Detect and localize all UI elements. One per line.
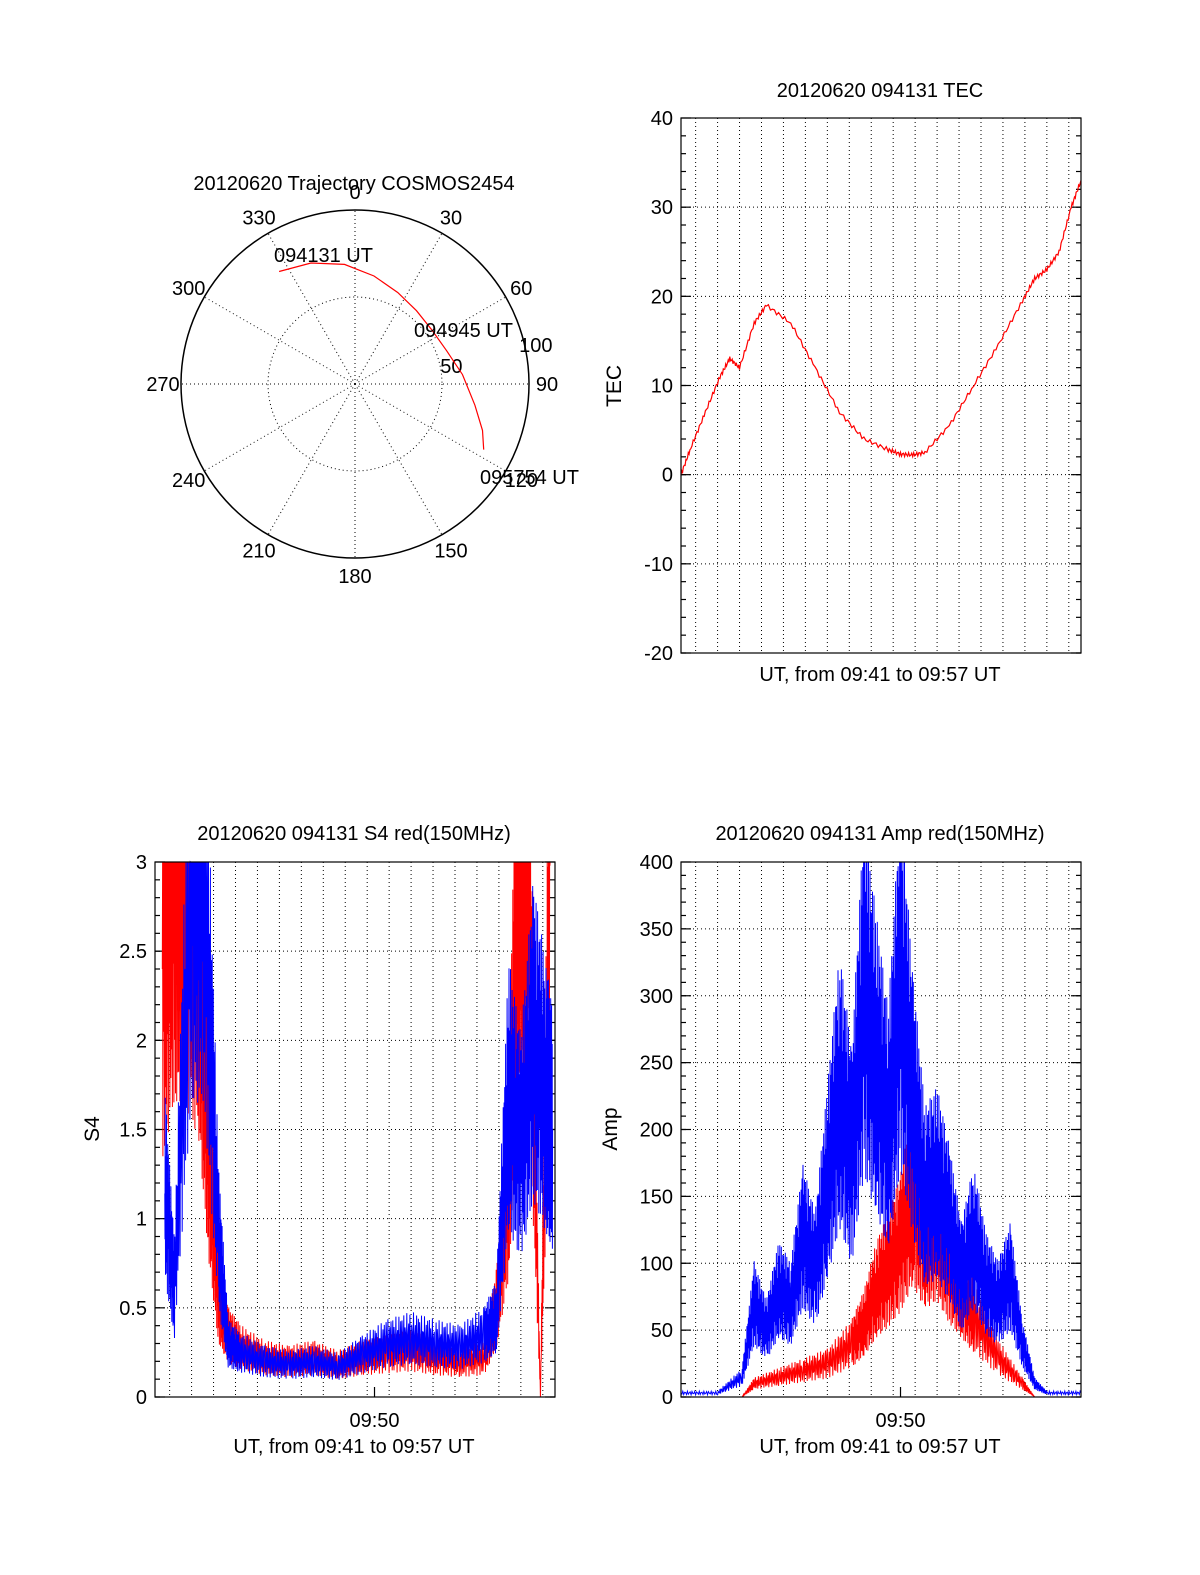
tec-ytick-label: 10 xyxy=(651,376,673,398)
polar-angle-label: 300 xyxy=(172,278,205,300)
amp-xtick-label: 09:50 xyxy=(875,1410,925,1432)
polar-grid-spoke xyxy=(204,296,356,385)
amp-ytick-label: 50 xyxy=(651,1320,673,1342)
polar-grid-spoke xyxy=(267,383,356,535)
amp-title: 20120620 094131 Amp red(150MHz) xyxy=(715,823,1044,845)
polar-angle-label: 0 xyxy=(349,182,360,204)
s4-ytick-label: 2.5 xyxy=(119,941,147,963)
s4-frame xyxy=(154,861,556,1398)
amp-series-line xyxy=(680,861,1082,1397)
polar-radial-label: 100 xyxy=(519,335,552,357)
tec-frame xyxy=(680,117,1082,654)
tec-series-line xyxy=(680,180,1082,475)
amp-ytick-label: 350 xyxy=(640,919,673,941)
tec-ytick-label: -10 xyxy=(644,554,673,576)
polar-grid-spoke xyxy=(354,383,443,535)
tec-ytick-label: -20 xyxy=(644,643,673,665)
s4-ytick-label: 3 xyxy=(136,852,147,874)
polar-angle-label: 120 xyxy=(505,470,538,492)
s4-ytick-label: 0.5 xyxy=(119,1298,147,1320)
s4-xlabel: UT, from 09:41 to 09:57 UT xyxy=(233,1436,474,1458)
tec-plot: 20120620 094131 TEC UT, from 09:41 to 09… xyxy=(603,80,1082,686)
tec-ytick-label: 20 xyxy=(651,286,673,308)
polar-trajectory-plot: 20120620 Trajectory COSMOS2454 0 30 60 90 12… xyxy=(146,173,579,588)
polar-angle-label: 330 xyxy=(242,208,275,230)
tec-ytick-label: 40 xyxy=(651,108,673,130)
s4-ylabel: S4 xyxy=(81,1116,104,1142)
polar-grid-ring xyxy=(267,296,443,472)
polar-angle-label: 240 xyxy=(172,470,205,492)
annotation-mid-time: 094945 UT xyxy=(414,320,513,342)
amp-ytick-label: 0 xyxy=(662,1387,673,1409)
tec-title: 20120620 094131 TEC xyxy=(777,80,983,102)
annotation-end-time: 095754 UT xyxy=(480,467,579,489)
polar-angle-label: 180 xyxy=(338,566,371,588)
amp-ytick-label: 100 xyxy=(640,1253,673,1275)
amp-ylabel: Amp xyxy=(599,1107,622,1150)
annotation-start-time: 094131 UT xyxy=(274,245,373,267)
amp-series-line xyxy=(681,1112,1081,1398)
tec-ytick-label: 0 xyxy=(662,465,673,487)
s4-plot: 20120620 094131 S4 red(150MHz) UT, from … xyxy=(81,823,556,1458)
tec-ylabel: TEC xyxy=(603,365,626,407)
polar-grid-spoke xyxy=(204,383,356,472)
amp-plot: 20120620 094131 Amp red(150MHz) UT, from… xyxy=(599,823,1082,1458)
polar-grid-spoke xyxy=(354,296,506,385)
polar-angle-label: 30 xyxy=(440,208,462,230)
polar-grid-spoke xyxy=(354,233,443,385)
tec-xlabel: UT, from 09:41 to 09:57 UT xyxy=(759,664,1000,686)
tec-ytick-label: 30 xyxy=(651,197,673,219)
s4-ytick-label: 2 xyxy=(136,1030,147,1052)
polar-angle-label: 90 xyxy=(536,374,558,396)
polar-radial-label: 50 xyxy=(440,356,462,378)
s4-ytick-label: 1 xyxy=(136,1209,147,1231)
polar-angle-label: 60 xyxy=(510,278,532,300)
s4-xtick-label: 09:50 xyxy=(349,1410,399,1432)
s4-series-line xyxy=(164,860,554,1380)
amp-ytick-label: 300 xyxy=(640,986,673,1008)
s4-title: 20120620 094131 S4 red(150MHz) xyxy=(197,823,511,845)
amp-frame xyxy=(680,861,1082,1398)
amp-ytick-label: 200 xyxy=(640,1120,673,1142)
polar-grid-spoke xyxy=(267,233,356,385)
polar-grid-spoke xyxy=(354,383,506,472)
amp-xlabel: UT, from 09:41 to 09:57 UT xyxy=(759,1436,1000,1458)
amp-ytick-label: 150 xyxy=(640,1186,673,1208)
polar-title: 20120620 Trajectory COSMOS2454 xyxy=(193,173,514,195)
polar-angle-label: 270 xyxy=(146,374,179,396)
polar-angle-label: 210 xyxy=(242,540,275,562)
amp-ytick-label: 400 xyxy=(640,852,673,874)
amp-ytick-label: 250 xyxy=(640,1053,673,1075)
polar-angle-label: 150 xyxy=(434,540,467,562)
s4-ytick-label: 1.5 xyxy=(119,1120,147,1142)
polar-trajectory-line xyxy=(278,262,485,450)
s4-ytick-label: 0 xyxy=(136,1387,147,1409)
polar-outer-circle xyxy=(180,209,530,559)
